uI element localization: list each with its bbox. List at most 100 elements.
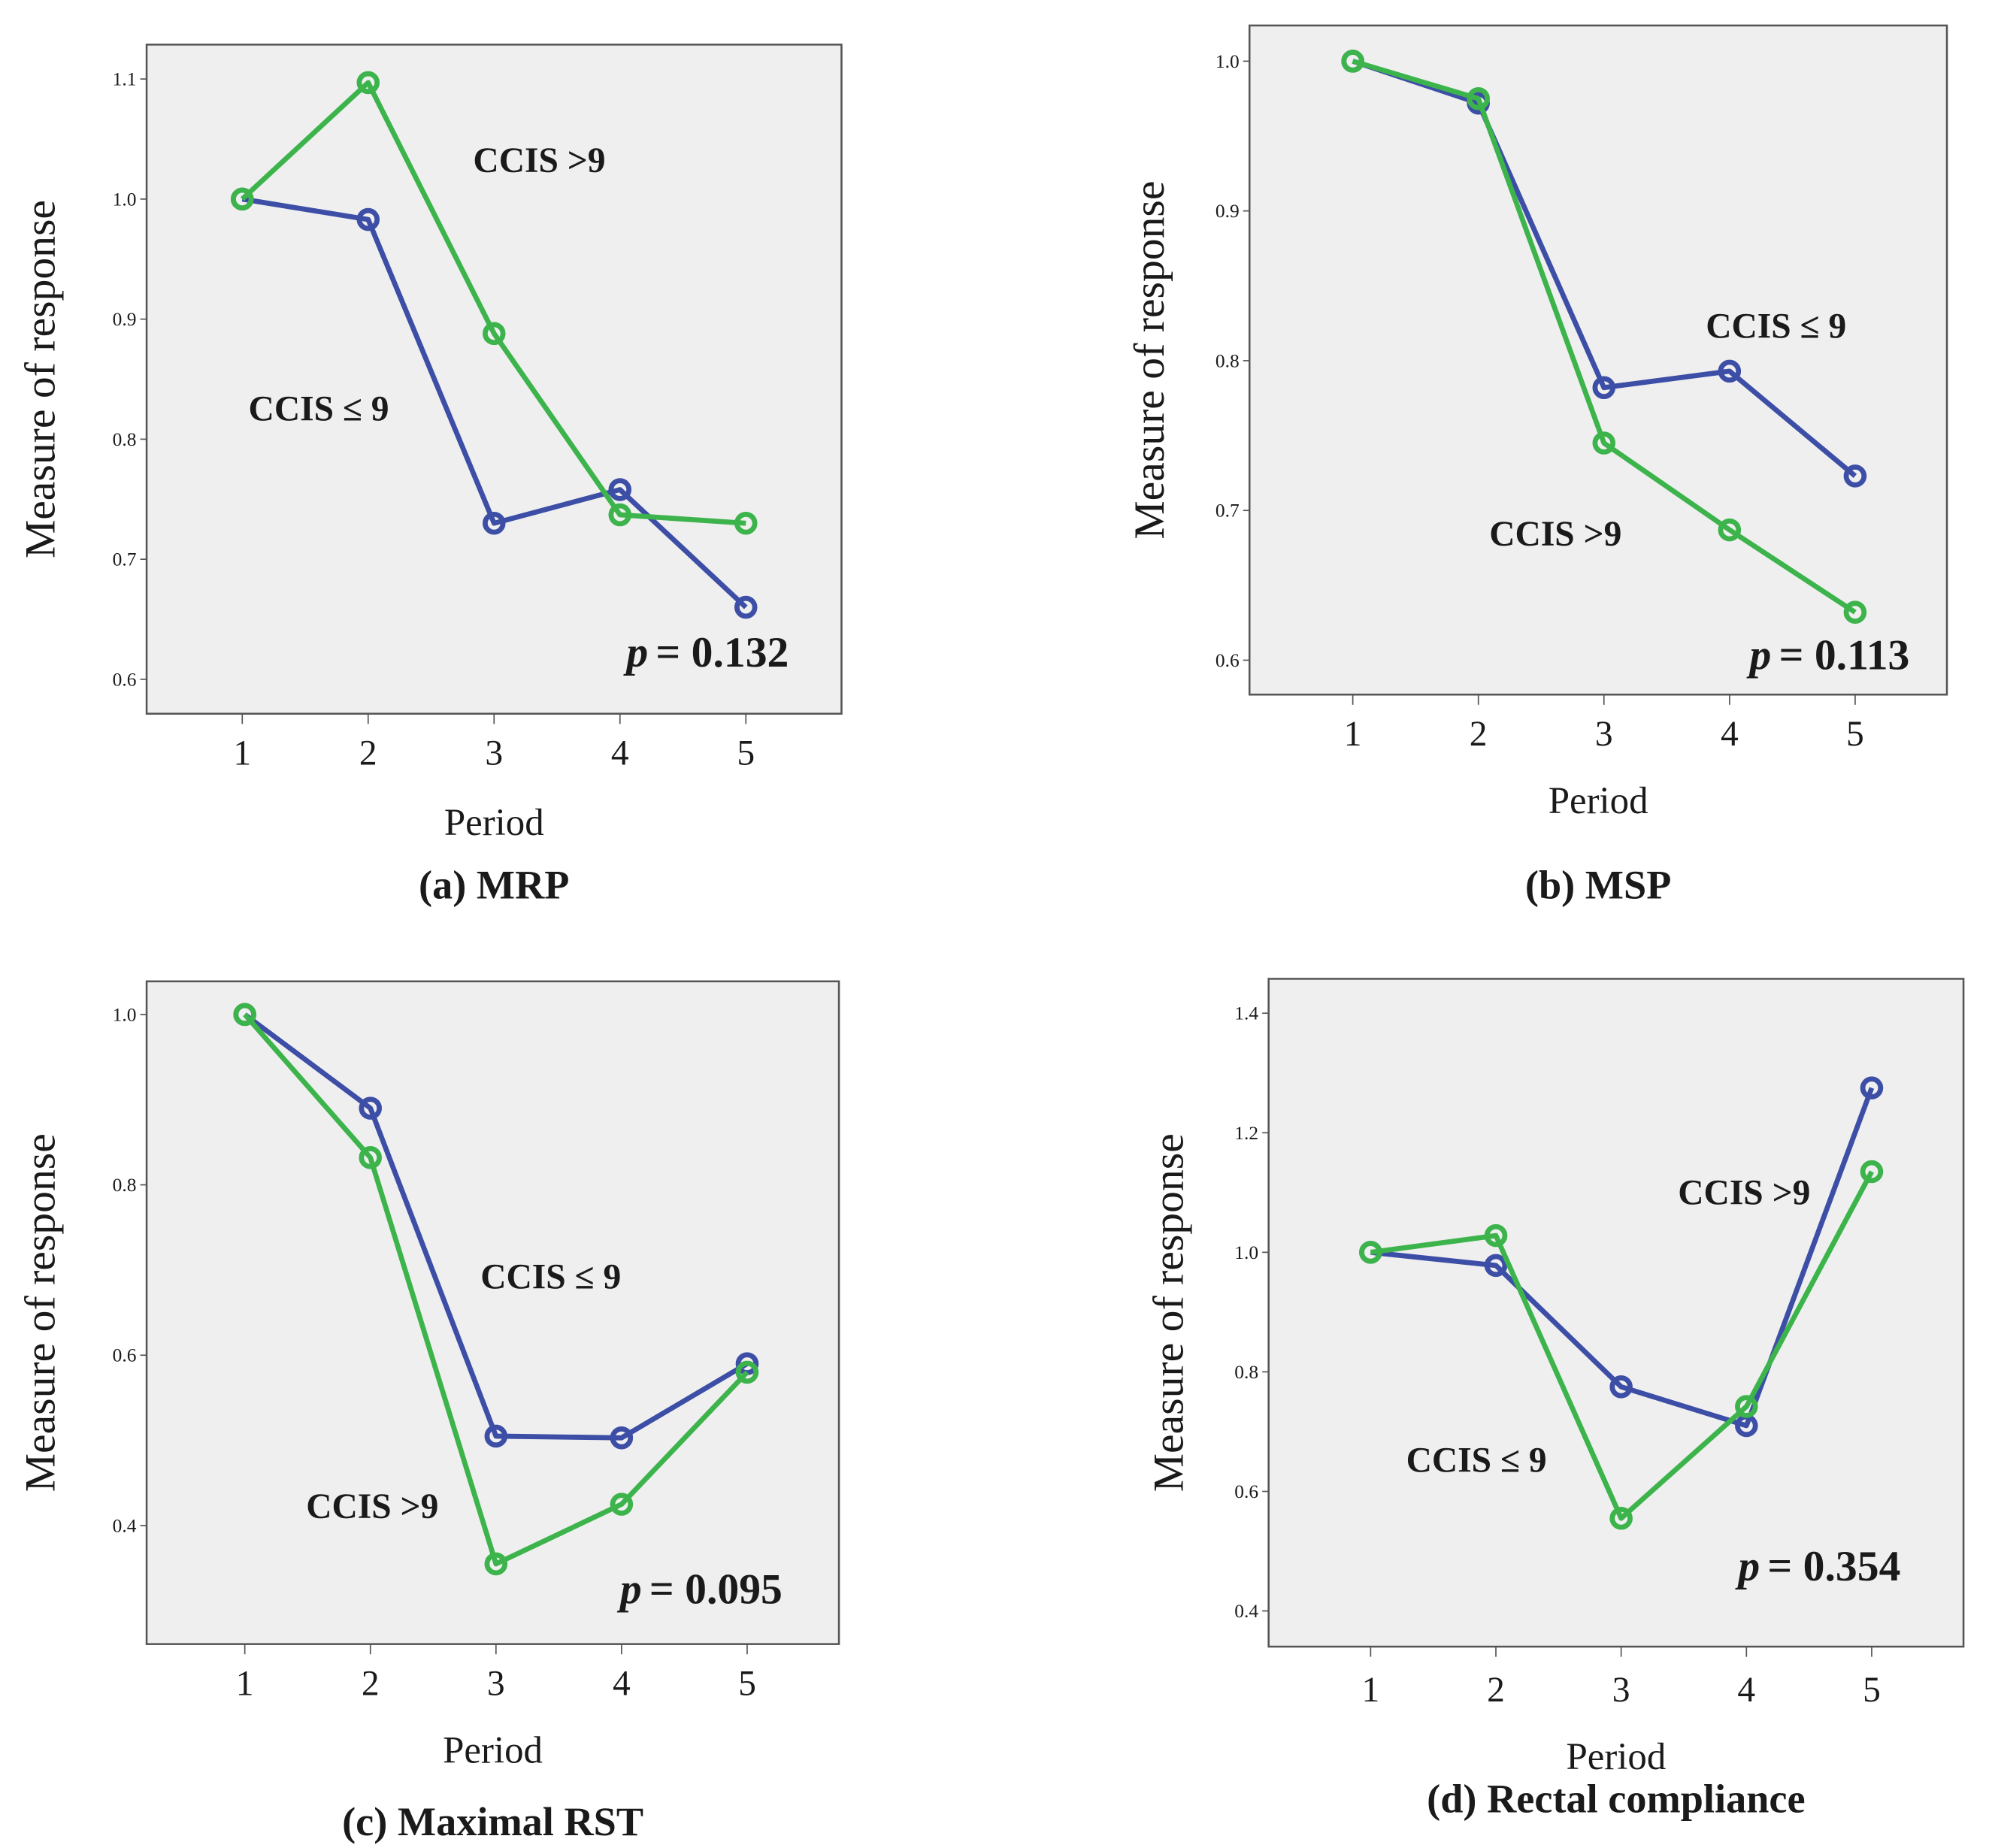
p-value-label: p = 0.354 xyxy=(1734,1543,1900,1590)
x-axis-label: Period xyxy=(444,802,544,844)
x-tick-label: 4 xyxy=(1737,1671,1755,1710)
data-point xyxy=(356,71,380,95)
series-line-ccis-gt-9 xyxy=(240,80,746,526)
plot-area xyxy=(145,44,843,715)
data-point xyxy=(734,595,758,619)
data-point xyxy=(484,1424,508,1448)
y-tick-label: 0.7 xyxy=(113,549,137,570)
series-line-ccis-le-9 xyxy=(241,196,748,609)
y-tick-label: 1.0 xyxy=(1216,50,1240,72)
chart-panel-c: 0.4 0.6 0.8 1.0 1 2 3 4 5 Period Measure of respon… xyxy=(17,980,840,1844)
series-annotation: CCIS ≤ 9 xyxy=(480,1258,621,1297)
series-annotation: CCIS ≤ 9 xyxy=(1406,1441,1547,1481)
x-tick-label: 1 xyxy=(1361,1671,1379,1710)
data-point xyxy=(1609,1507,1633,1530)
chart-title: (a) MRP xyxy=(419,863,569,908)
x-tick-label: 4 xyxy=(1721,715,1739,754)
series-line-ccis-le-9 xyxy=(243,1012,749,1441)
y-tick-label: 0.6 xyxy=(113,668,137,690)
x-tick-label: 3 xyxy=(487,1665,505,1704)
x-tick-label: 2 xyxy=(359,734,377,773)
data-point xyxy=(1484,1223,1508,1248)
data-point xyxy=(734,511,758,535)
series-annotation: CCIS >9 xyxy=(306,1487,438,1526)
chart-title: (d) Rectal compliance xyxy=(1427,1777,1805,1822)
p-value: = 0.113 xyxy=(1779,631,1910,679)
y-tick-label: 0.8 xyxy=(113,1174,137,1196)
p-symbol: p xyxy=(1734,1543,1760,1590)
series-line-ccis-gt-9 xyxy=(243,1012,749,1567)
y-tick-label: 1.2 xyxy=(1234,1122,1258,1144)
x-tick-label: 2 xyxy=(362,1665,380,1704)
x-tick-label: 2 xyxy=(1487,1671,1505,1710)
data-point xyxy=(1718,518,1742,542)
data-point xyxy=(610,1493,634,1516)
y-tick-label: 0.9 xyxy=(113,308,137,330)
y-tick-label: 0.7 xyxy=(1216,500,1240,522)
data-point xyxy=(1718,359,1742,383)
x-tick-label: 5 xyxy=(1863,1671,1881,1710)
series-line-ccis-le-9 xyxy=(1352,59,1857,478)
p-symbol: p xyxy=(616,1565,642,1613)
chart-panel-d: 0.4 0.6 0.8 1.0 1.2 1.4 1 2 3 4 5 Period Measure of … xyxy=(1146,978,1965,1822)
plot-area xyxy=(1267,978,1965,1648)
x-tick-label: 1 xyxy=(233,734,251,773)
p-symbol: p xyxy=(1746,631,1772,679)
data-point xyxy=(610,1426,634,1450)
data-point xyxy=(1609,1375,1633,1399)
data-point xyxy=(1592,431,1616,455)
x-tick-label: 5 xyxy=(1846,715,1864,754)
y-tick-label: 0.4 xyxy=(113,1514,137,1536)
x-axis-label: Period xyxy=(443,1729,543,1771)
y-tick-label: 0.6 xyxy=(113,1344,137,1366)
data-point xyxy=(1843,464,1867,488)
data-point xyxy=(1843,600,1867,624)
data-point xyxy=(484,1552,508,1576)
y-axis-label: Measure of response xyxy=(17,200,65,558)
series-annotation: CCIS ≤ 9 xyxy=(249,390,389,429)
data-point xyxy=(1735,1395,1758,1418)
data-point xyxy=(231,187,254,211)
data-point xyxy=(1467,86,1490,110)
x-tick-label: 1 xyxy=(236,1665,254,1704)
p-value: = 0.095 xyxy=(649,1565,783,1613)
data-point xyxy=(233,1003,256,1027)
y-tick-label: 0.6 xyxy=(1234,1481,1258,1502)
x-tick-label: 5 xyxy=(737,734,755,773)
data-point xyxy=(1860,1076,1884,1099)
x-tick-label: 5 xyxy=(738,1665,756,1704)
data-point xyxy=(1341,50,1364,73)
series-annotation: CCIS ≤ 9 xyxy=(1706,307,1846,346)
chart-panel-a: 0.6 0.7 0.8 0.9 1.0 1.1 1 2 3 4 5 Period Measure of … xyxy=(17,44,843,908)
y-tick-label: 0.4 xyxy=(1234,1600,1258,1622)
p-value-label: p = 0.095 xyxy=(616,1565,783,1613)
y-tick-label: 0.8 xyxy=(1216,349,1240,371)
y-tick-label: 1.4 xyxy=(1234,1003,1258,1024)
p-value-label: p = 0.113 xyxy=(1746,631,1910,679)
data-point xyxy=(359,1146,382,1169)
x-axis-label: Period xyxy=(1549,780,1648,822)
series-line-ccis-gt-9 xyxy=(1352,59,1857,615)
y-tick-label: 1.0 xyxy=(113,1003,137,1025)
series-line-ccis-le-9 xyxy=(1370,1087,1875,1429)
data-point xyxy=(1860,1160,1884,1184)
p-symbol: p xyxy=(622,629,648,676)
y-tick-label: 1.0 xyxy=(113,188,137,210)
y-tick-label: 0.8 xyxy=(113,428,137,450)
data-point xyxy=(1592,376,1616,400)
x-tick-label: 4 xyxy=(611,734,629,773)
plot-area xyxy=(1248,24,1948,696)
x-tick-label: 3 xyxy=(1595,715,1613,754)
p-value: = 0.354 xyxy=(1767,1543,1900,1590)
y-axis-label: Measure of response xyxy=(1126,181,1173,540)
series-annotation: CCIS >9 xyxy=(1678,1174,1810,1213)
data-point xyxy=(359,1096,382,1120)
y-axis-label: Measure of response xyxy=(17,1133,65,1492)
data-point xyxy=(482,511,506,535)
data-point xyxy=(735,1360,759,1384)
x-axis-label: Period xyxy=(1566,1736,1666,1778)
chart-title: (c) Maximal RST xyxy=(342,1799,643,1844)
y-axis-label: Measure of response xyxy=(1146,1133,1193,1492)
y-tick-label: 1.1 xyxy=(113,68,137,90)
